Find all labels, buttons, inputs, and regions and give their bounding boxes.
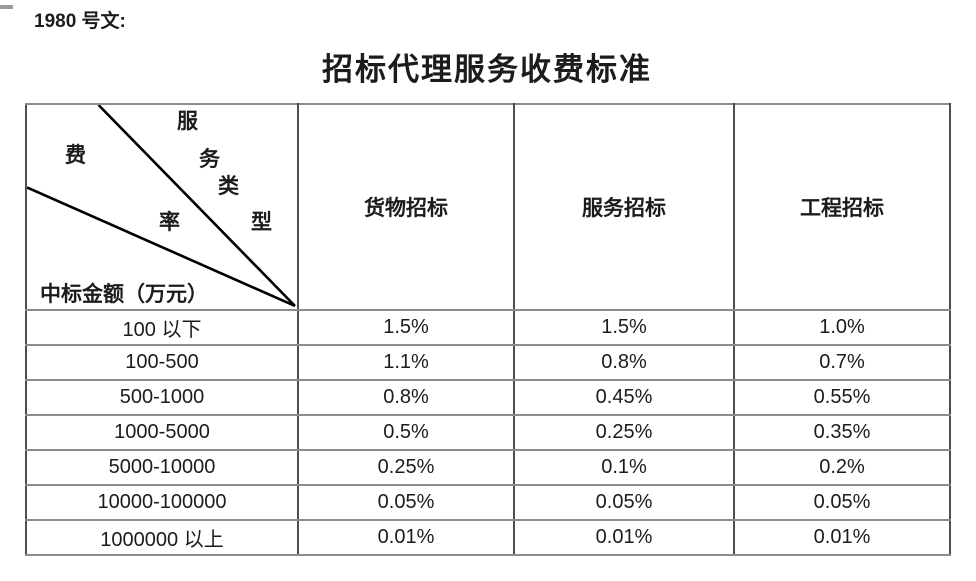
amount-range-cell: 100 以下 [25,309,299,346]
table-row: 100 以下 1.5% 1.5% 1.0% [25,309,951,346]
rate-cell-services: 0.25% [513,414,735,451]
corner-service-type-char: 型 [251,210,272,234]
rate-cell-services: 0.05% [513,484,735,521]
table-corner-header: 服 务 类 型 费 率 中标金额（万元） [25,103,299,311]
amount-range-cell: 5000-10000 [25,449,299,486]
rate-cell-engineering: 1.0% [733,309,951,346]
rate-cell-services: 1.5% [513,309,735,346]
corner-fee-rate-char: 费 [65,143,86,167]
table-row: 100-500 1.1% 0.8% 0.7% [25,344,951,381]
rate-cell-goods: 0.8% [297,379,515,416]
column-header-engineering: 工程招标 [733,103,951,311]
fee-table: 服 务 类 型 费 率 中标金额（万元） 货物招标 服务招标 工程招标 100 … [25,103,951,556]
rate-cell-engineering: 0.01% [733,519,951,556]
header-row: 服 务 类 型 费 率 中标金额（万元） 货物招标 服务招标 工程招标 [25,103,951,311]
rate-cell-engineering: 0.55% [733,379,951,416]
amount-range-cell: 100-500 [25,344,299,381]
corner-service-type-char: 服 [177,109,198,133]
amount-range-cell: 500-1000 [25,379,299,416]
rate-cell-engineering: 0.05% [733,484,951,521]
amount-range-cell: 1000000 以上 [25,519,299,556]
rate-cell-goods: 0.25% [297,449,515,486]
rate-cell-goods: 0.5% [297,414,515,451]
column-header-goods: 货物招标 [297,103,515,311]
corner-service-type-char: 务 [199,147,220,171]
amount-range-cell: 1000-5000 [25,414,299,451]
corner-service-type-char: 类 [218,174,239,198]
rate-cell-services: 0.1% [513,449,735,486]
doc-reference: 1980 号文: [34,11,126,32]
rate-cell-goods: 1.1% [297,344,515,381]
table-row: 10000-100000 0.05% 0.05% 0.05% [25,484,951,521]
table-row: 1000000 以上 0.01% 0.01% 0.01% [25,519,951,556]
rate-cell-goods: 0.01% [297,519,515,556]
corner-amount-label: 中标金额（万元） [40,282,208,306]
rate-cell-goods: 0.05% [297,484,515,521]
corner-fee-rate-char: 率 [159,210,180,234]
rate-cell-services: 0.8% [513,344,735,381]
rate-cell-services: 0.45% [513,379,735,416]
rate-cell-services: 0.01% [513,519,735,556]
amount-range-cell: 10000-100000 [25,484,299,521]
table-row: 1000-5000 0.5% 0.25% 0.35% [25,414,951,451]
rate-cell-goods: 1.5% [297,309,515,346]
table-row: 5000-10000 0.25% 0.1% 0.2% [25,449,951,486]
page-title: 招标代理服务收费标准 [322,52,652,87]
diagonal-lines [27,105,296,308]
column-header-services: 服务招标 [513,103,735,311]
rate-cell-engineering: 0.7% [733,344,951,381]
table-row: 500-1000 0.8% 0.45% 0.55% [25,379,951,416]
rate-cell-engineering: 0.35% [733,414,951,451]
rate-cell-engineering: 0.2% [733,449,951,486]
page-edge-artifact [0,5,13,9]
